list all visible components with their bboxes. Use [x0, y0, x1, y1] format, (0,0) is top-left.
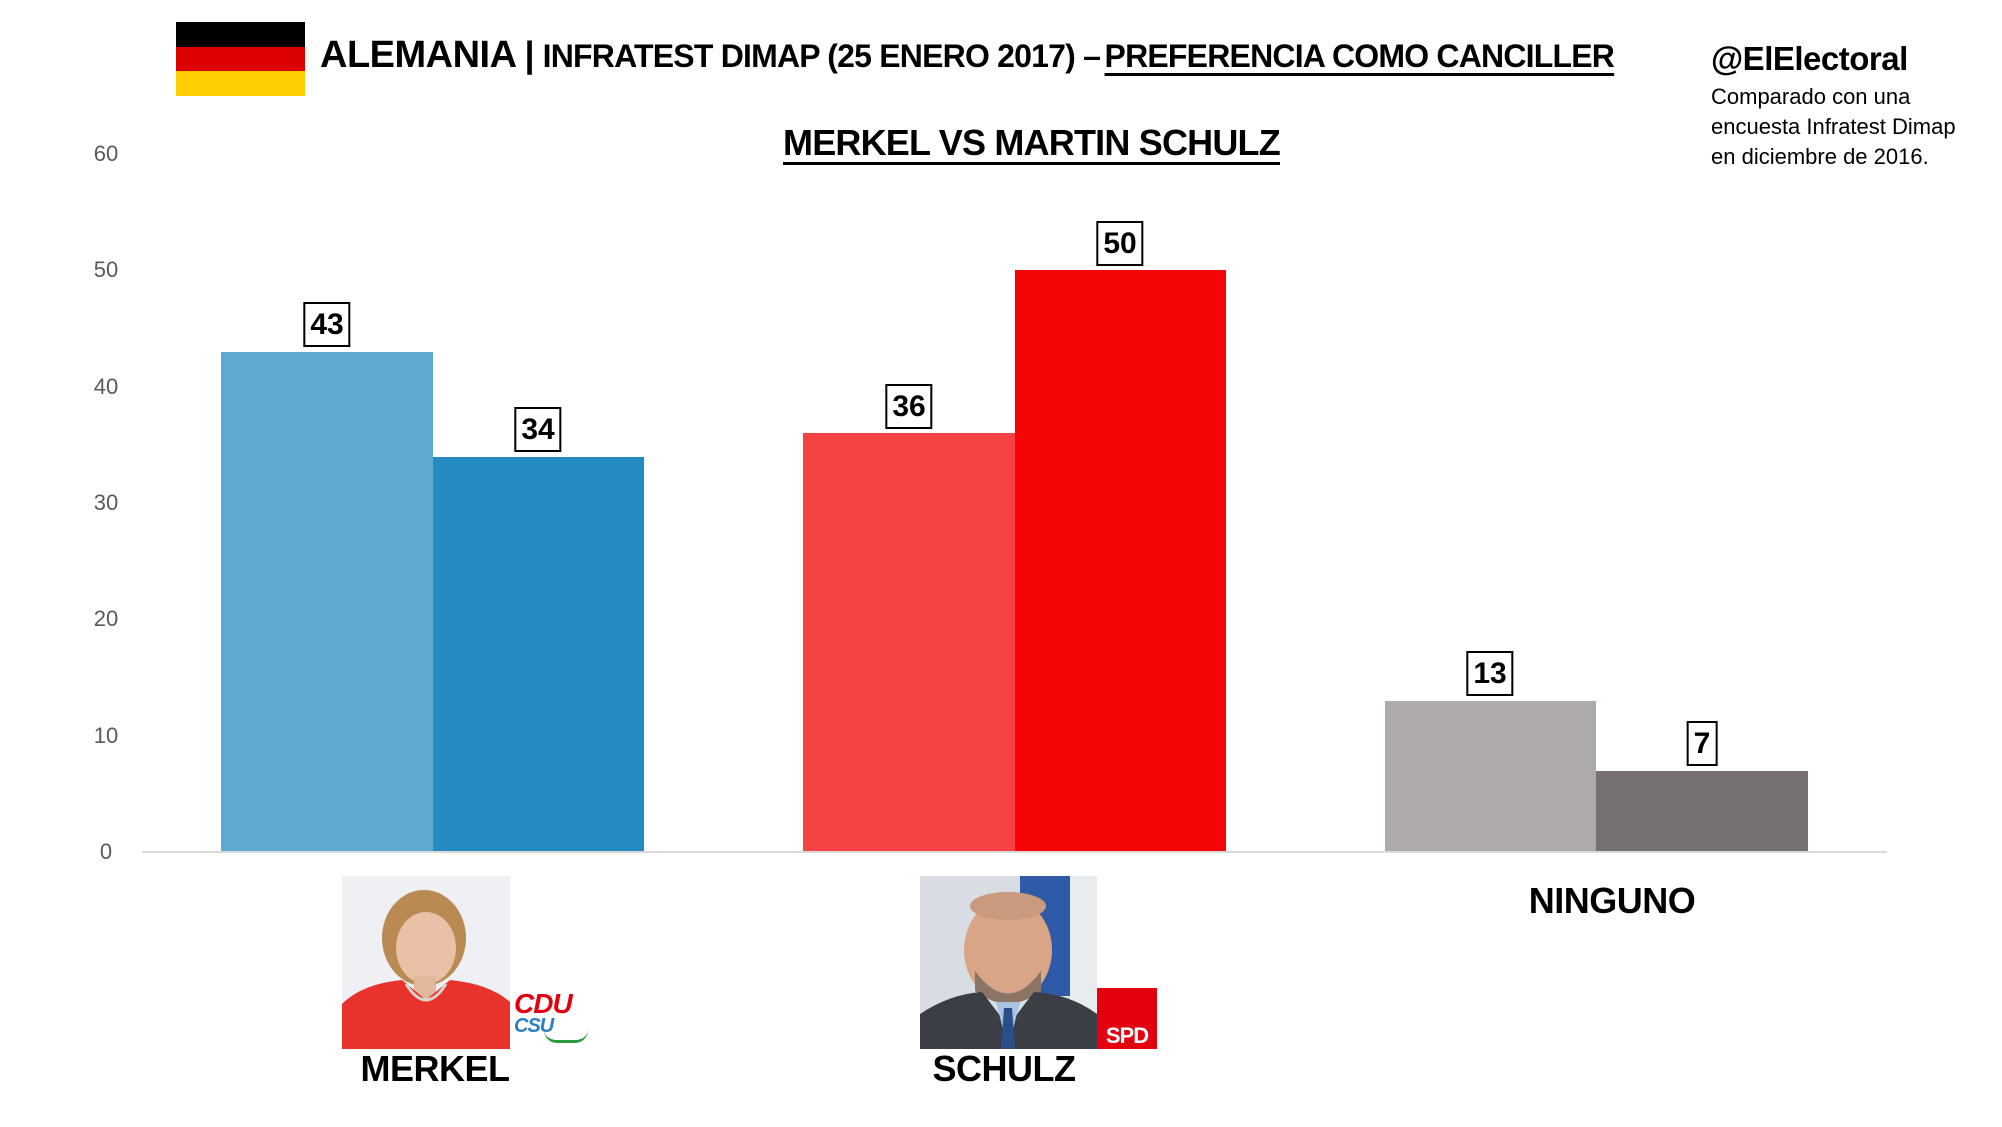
title-pollster-date: INFRATEST DIMAP (25 ENERO 2017) –	[542, 38, 1101, 74]
schulz-portrait-icon	[920, 876, 1097, 1049]
comparison-note: Comparado con una encuesta Infratest Dim…	[1711, 82, 1996, 172]
bar-merkel-dec2016	[221, 352, 433, 852]
y-tick-20: 20	[93, 606, 119, 631]
merkel-portrait-icon	[342, 876, 510, 1049]
spd-logo-text: SPD	[1105, 1023, 1149, 1048]
y-tick-50: 50	[93, 257, 119, 282]
value-label-merkel-dec2016: 43	[303, 302, 351, 347]
value-label-merkel-jan2017: 34	[514, 407, 562, 452]
chart-subtitle: MERKEL VS MARTIN SCHULZ	[783, 122, 1281, 163]
value-label-ninguno-dec2016: 13	[1466, 651, 1514, 696]
spd-logo-icon: SPD	[1097, 988, 1157, 1049]
y-tick-10: 10	[93, 723, 119, 748]
category-label-ninguno: NINGUNO	[1528, 880, 1696, 921]
cdu-logo-text: CDU	[514, 988, 573, 1019]
value-label-ninguno-jan2017: 7	[1686, 721, 1718, 766]
bar-ninguno-jan2017	[1596, 771, 1808, 852]
germany-flag-icon	[176, 22, 305, 97]
chart-title: ALEMANIA | INFRATEST DIMAP (25 ENERO 2017)…	[320, 34, 1615, 76]
flag-stripe-gold	[176, 71, 305, 97]
y-tick-60: 60	[93, 141, 119, 166]
note-line: en diciembre de 2016.	[1711, 144, 1929, 169]
bar-ninguno-dec2016	[1385, 701, 1596, 852]
flag-stripe-black	[176, 22, 305, 47]
x-axis-line	[142, 851, 1887, 853]
y-tick-0: 0	[99, 839, 113, 864]
title-topic: PREFERENCIA COMO CANCILLER	[1104, 38, 1615, 74]
value-label-schulz-jan2017: 50	[1096, 221, 1144, 266]
y-tick-40: 40	[93, 374, 119, 399]
y-tick-30: 30	[93, 490, 119, 515]
note-line: Comparado con una	[1711, 84, 1911, 109]
source-handle: @ElElectoral	[1711, 40, 1908, 77]
category-label-merkel: MERKEL	[360, 1048, 511, 1089]
cdu-csu-logo-icon: CDU CSU	[514, 988, 594, 1043]
title-separator: |	[524, 34, 535, 75]
value-label-schulz-dec2016: 36	[885, 384, 933, 429]
schulz-photo	[920, 876, 1097, 1049]
csu-arc-icon	[544, 1030, 588, 1043]
flag-stripe-red	[176, 46, 305, 72]
bar-schulz-jan2017	[1015, 270, 1226, 852]
title-country: ALEMANIA	[320, 34, 517, 76]
bar-merkel-jan2017	[433, 457, 644, 852]
note-line: encuesta Infratest Dimap	[1711, 114, 1956, 139]
bar-schulz-dec2016	[803, 433, 1015, 852]
category-label-schulz: SCHULZ	[932, 1048, 1077, 1089]
merkel-photo	[342, 876, 510, 1049]
